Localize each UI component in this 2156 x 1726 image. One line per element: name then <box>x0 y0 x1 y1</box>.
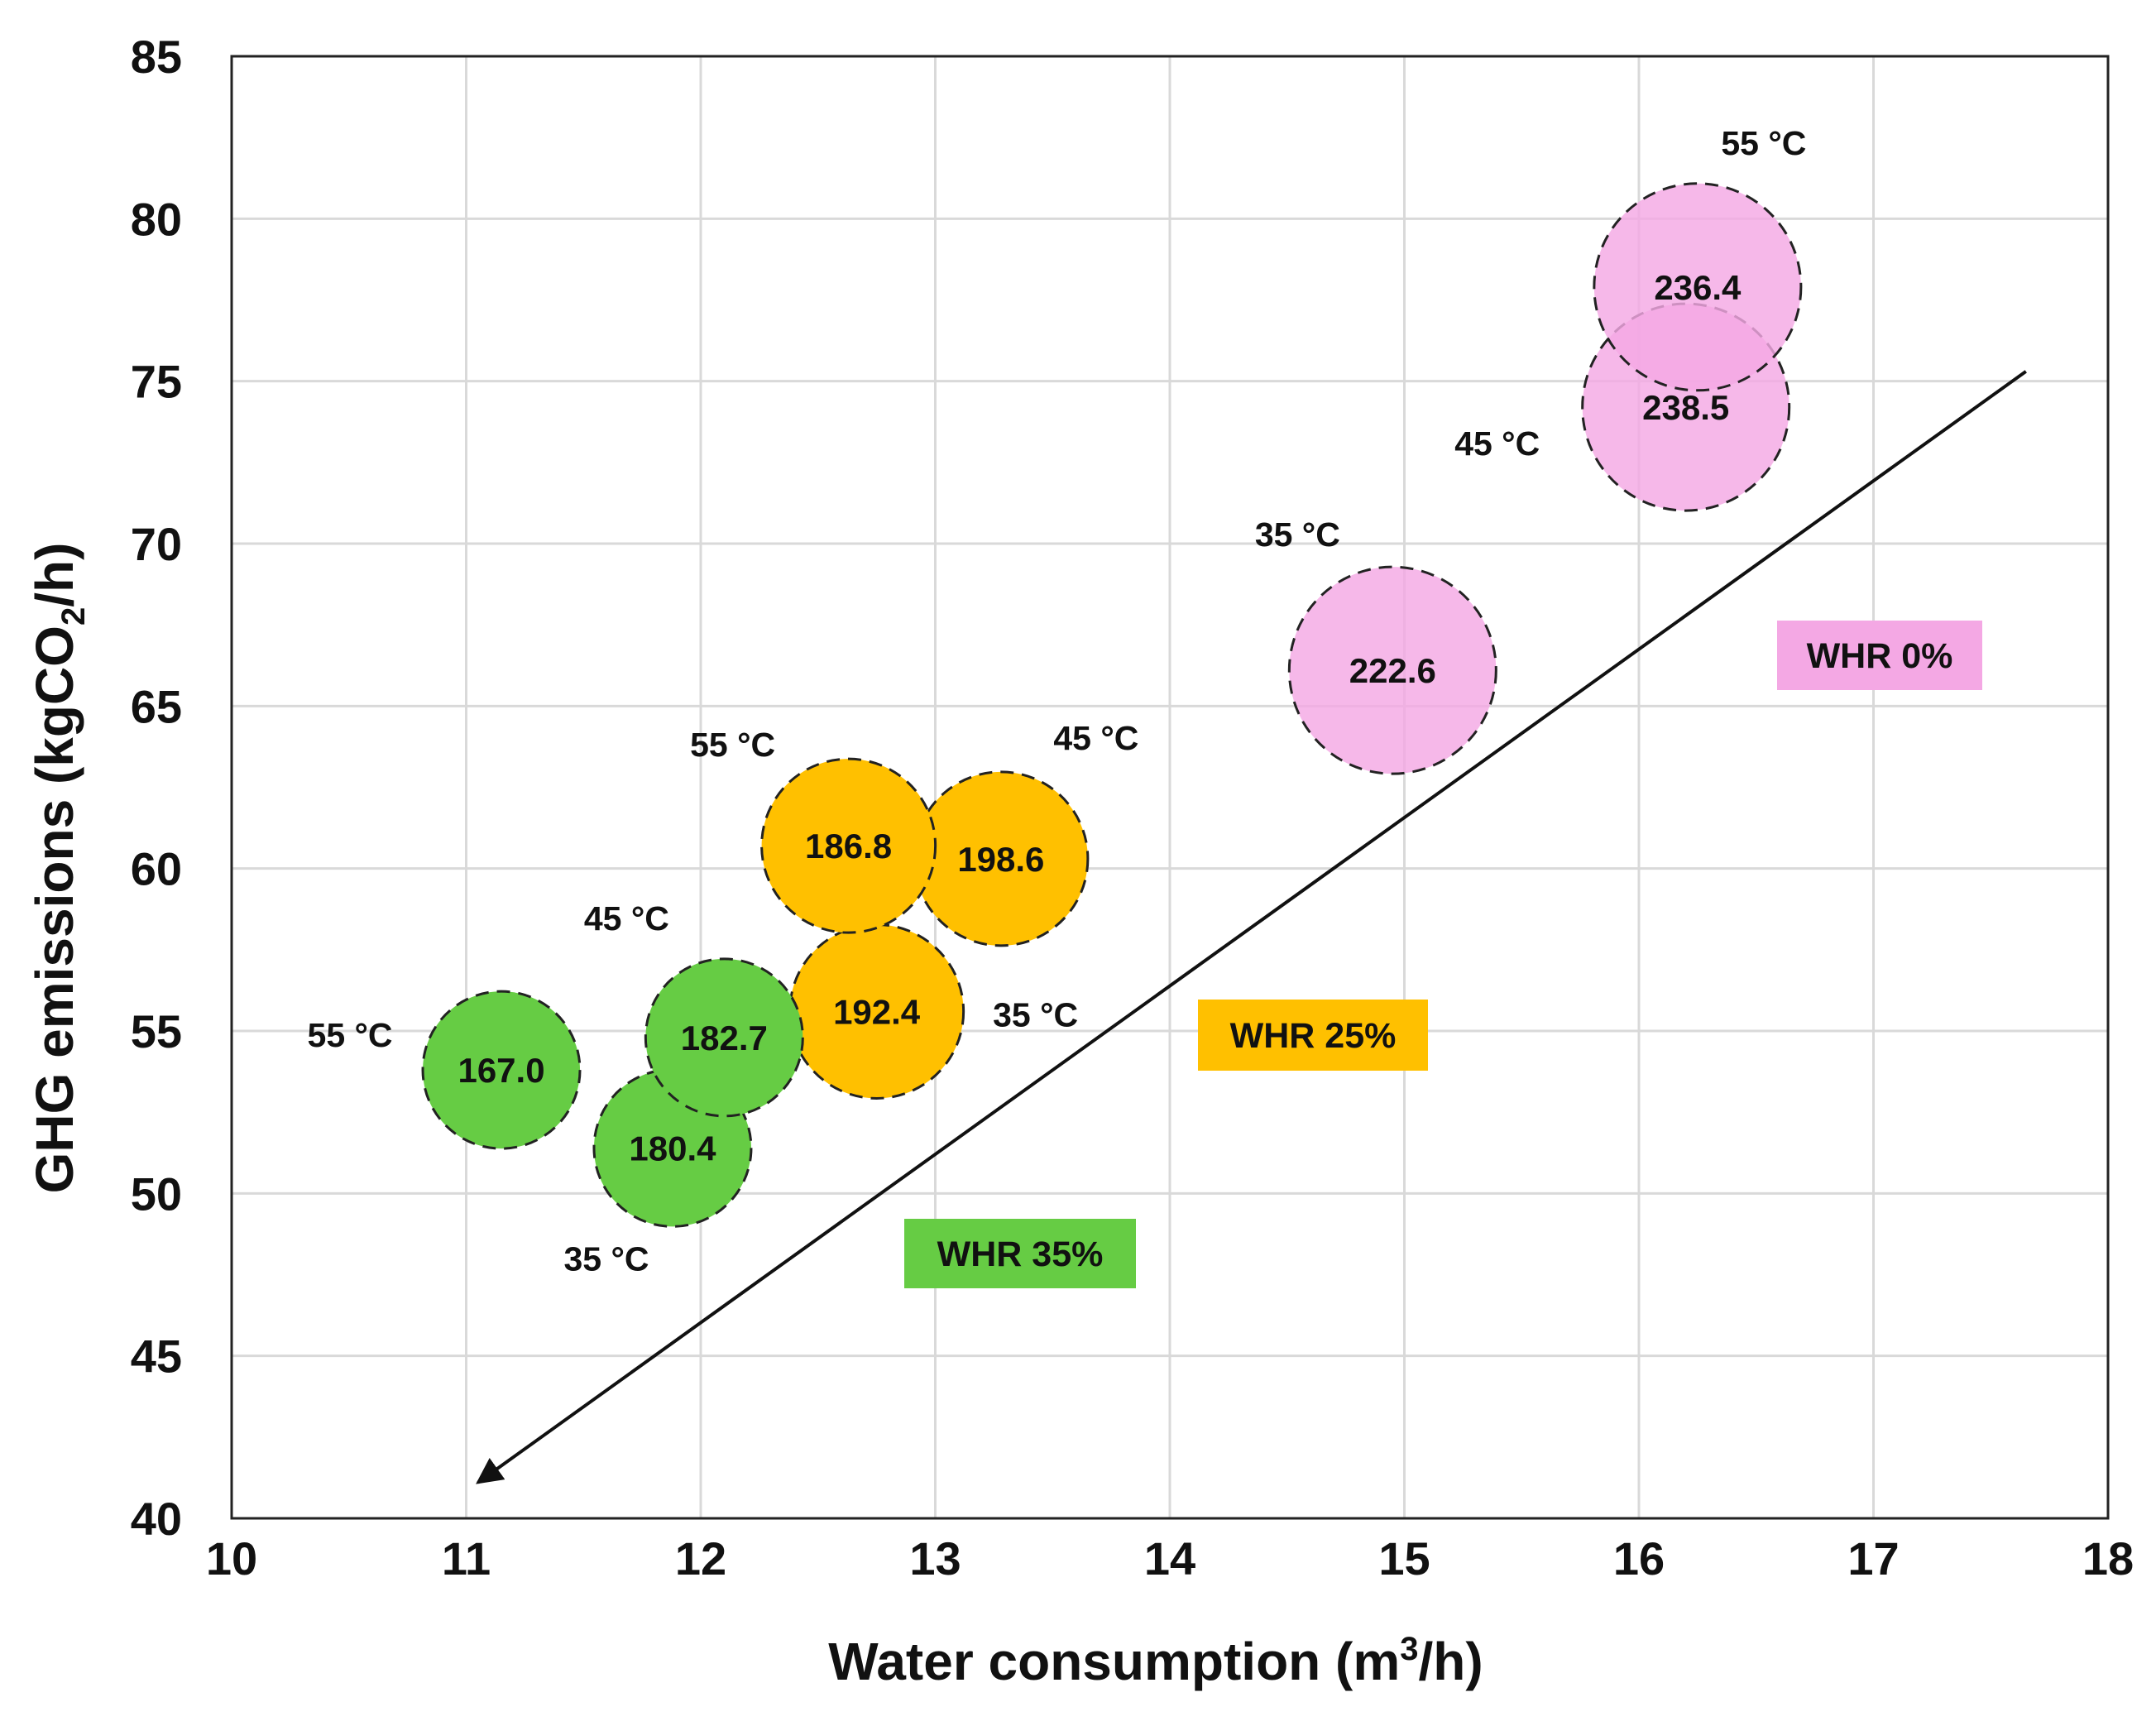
y-tick-label: 65 <box>131 680 182 732</box>
bubble-value-label: 222.6 <box>1349 651 1436 690</box>
y-tick-label: 80 <box>131 193 182 245</box>
bubble-circle <box>760 757 937 934</box>
bubble-point: 198.6 45 °C <box>913 719 1138 947</box>
bubble-point: 186.8 55 °C <box>690 726 937 934</box>
group-label-box <box>904 1219 1136 1288</box>
x-tick-label: 18 <box>2082 1532 2134 1585</box>
x-axis-title: Water consumption (m3/h) <box>828 1631 1483 1691</box>
temperature-label: 35 °C <box>1255 515 1340 554</box>
temperature-label: 35 °C <box>563 1239 649 1278</box>
y-axis-title: GHG emissions (kgCO2/h) <box>25 543 92 1194</box>
y-tick-label: 45 <box>131 1330 182 1383</box>
temperature-label: 35 °C <box>993 995 1078 1033</box>
temperature-label: 45 °C <box>584 899 669 937</box>
group-label: WHR 25% <box>1198 1000 1428 1071</box>
bubble-point: 222.6 35 °C <box>1255 515 1497 775</box>
group-labels: WHR 0% WHR 25% WHR 35% <box>904 621 1982 1288</box>
y-tick-label: 55 <box>131 1005 182 1057</box>
bubble-circle <box>644 957 804 1118</box>
bubble-point: 192.4 35 °C <box>788 923 1078 1100</box>
group-label-text: WHR 35% <box>937 1235 1104 1274</box>
bubble-point: 236.4 55 °C <box>1593 124 1806 392</box>
x-tick-label: 11 <box>442 1532 491 1585</box>
bubble-point: 167.0 55 °C <box>308 990 582 1150</box>
bubble-value-label: 180.4 <box>629 1129 716 1167</box>
x-tick-label: 12 <box>675 1532 726 1585</box>
plot-area-border <box>230 55 2110 1520</box>
y-tick-label: 40 <box>131 1493 182 1545</box>
bubble-value-label: 198.6 <box>957 840 1044 879</box>
group-label: WHR 0% <box>1777 621 1982 690</box>
bubble-circle <box>913 770 1090 947</box>
x-tick-label: 15 <box>1378 1532 1430 1585</box>
x-tick-label: 13 <box>909 1532 961 1585</box>
bubble-point: 182.7 45 °C <box>584 899 804 1118</box>
grid-lines <box>232 56 2108 1518</box>
bubble-circle <box>1287 565 1497 775</box>
x-tick-label: 10 <box>206 1532 257 1585</box>
y-tick-label: 60 <box>131 843 182 895</box>
bubbles: 222.6 35 °C 238.5 45 °C 236.4 55 °C 192.4 35 °C… <box>308 124 1807 1278</box>
y-tick-label: 75 <box>131 356 182 408</box>
group-label-text: WHR 25% <box>1230 1016 1397 1056</box>
temperature-label: 55 °C <box>690 726 775 764</box>
group-label-text: WHR 0% <box>1807 636 1953 676</box>
y-tick-label: 85 <box>131 31 182 83</box>
y-tick-label: 50 <box>131 1167 182 1220</box>
bubble-value-label: 192.4 <box>833 992 921 1031</box>
bubble-value-label: 238.5 <box>1642 388 1729 427</box>
x-tick-label: 16 <box>1613 1532 1665 1585</box>
temperature-label: 45 °C <box>1053 719 1138 757</box>
bubble-value-label: 236.4 <box>1654 268 1742 307</box>
bubble-value-label: 186.8 <box>805 827 892 865</box>
group-label: WHR 35% <box>904 1219 1136 1288</box>
bubble-circle <box>421 990 582 1150</box>
group-label-box <box>1777 621 1982 690</box>
bubble-value-label: 167.0 <box>458 1051 544 1090</box>
temperature-label: 45 °C <box>1454 424 1540 463</box>
temperature-label: 55 °C <box>1721 124 1806 162</box>
x-tick-label: 17 <box>1847 1532 1899 1585</box>
y-tick-label: 70 <box>131 518 182 570</box>
axis-ticks: 10 11 12 13 14 15 16 17 18 40 45 50 55 60 65 70 75 80 85 <box>131 31 2134 1585</box>
bubble-circle <box>1593 182 1803 392</box>
trend-arrow <box>476 370 2027 1484</box>
bubble-value-label: 182.7 <box>681 1019 768 1057</box>
x-tick-label: 14 <box>1144 1532 1195 1585</box>
temperature-label: 55 °C <box>308 1016 393 1054</box>
group-label-box <box>1198 1000 1428 1071</box>
